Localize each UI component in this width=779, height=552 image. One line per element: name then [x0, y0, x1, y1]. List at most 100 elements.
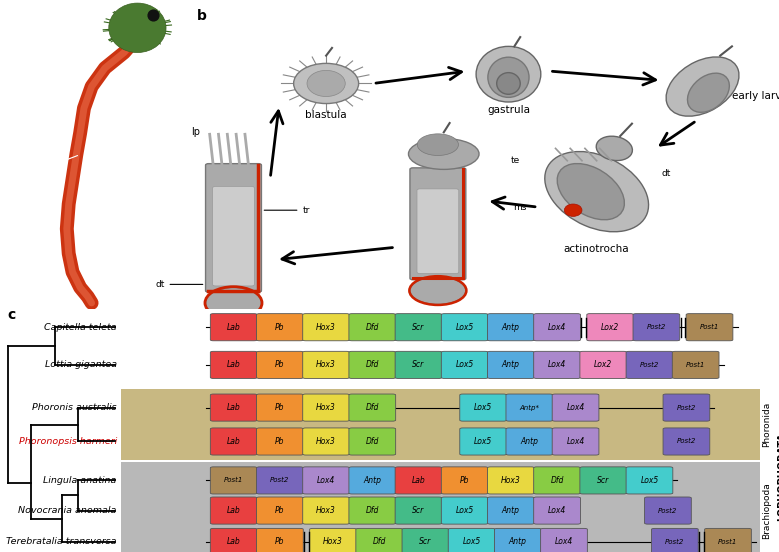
FancyBboxPatch shape [395, 314, 442, 341]
Text: adult: adult [220, 328, 247, 338]
Text: Lab: Lab [227, 538, 241, 546]
FancyBboxPatch shape [213, 187, 255, 286]
FancyBboxPatch shape [633, 314, 680, 341]
Text: Hox3: Hox3 [316, 323, 336, 332]
FancyBboxPatch shape [303, 351, 350, 379]
Ellipse shape [410, 277, 466, 305]
Text: Hox3: Hox3 [316, 506, 336, 515]
Ellipse shape [596, 136, 633, 161]
Text: Post2: Post2 [665, 539, 685, 545]
FancyBboxPatch shape [488, 351, 534, 379]
Ellipse shape [488, 57, 529, 97]
Text: Lox2: Lox2 [601, 323, 619, 332]
Text: early larva: early larva [732, 91, 779, 101]
Ellipse shape [557, 163, 625, 220]
Text: Hox3: Hox3 [501, 476, 520, 485]
Ellipse shape [476, 46, 541, 102]
Text: Lox2: Lox2 [594, 360, 612, 369]
FancyBboxPatch shape [256, 497, 303, 524]
Text: Phoronis australis: Phoronis australis [32, 403, 117, 412]
Text: Post1: Post1 [686, 362, 705, 368]
Text: Dfd: Dfd [551, 476, 564, 485]
Text: Post1: Post1 [718, 539, 738, 545]
Text: a: a [9, 9, 19, 23]
Text: Post2: Post2 [658, 507, 678, 513]
Text: actinotrocha: actinotrocha [564, 244, 629, 254]
Text: Scr: Scr [412, 506, 425, 515]
FancyBboxPatch shape [309, 528, 356, 552]
FancyBboxPatch shape [672, 351, 719, 379]
Text: Lox4: Lox4 [566, 437, 585, 446]
Text: Pb: Pb [275, 538, 284, 546]
Text: juvenile: juvenile [418, 315, 458, 325]
FancyBboxPatch shape [488, 497, 534, 524]
FancyBboxPatch shape [488, 467, 534, 494]
FancyBboxPatch shape [580, 351, 626, 379]
FancyBboxPatch shape [448, 528, 495, 552]
Ellipse shape [497, 73, 520, 94]
FancyBboxPatch shape [495, 528, 541, 552]
Ellipse shape [545, 152, 649, 232]
Text: dt: dt [661, 168, 671, 178]
Text: Capitella teleta: Capitella teleta [44, 323, 117, 332]
FancyBboxPatch shape [395, 497, 442, 524]
FancyBboxPatch shape [587, 314, 633, 341]
Text: ms: ms [513, 203, 526, 211]
Text: blastula: blastula [305, 110, 347, 120]
Text: Lox4: Lox4 [566, 403, 585, 412]
Text: Novocrania anomala: Novocrania anomala [19, 506, 117, 515]
Text: Dfd: Dfd [365, 403, 379, 412]
Text: Lox5: Lox5 [456, 506, 474, 515]
FancyBboxPatch shape [506, 394, 553, 421]
Text: Scr: Scr [412, 323, 425, 332]
Text: Lingula anatina: Lingula anatina [44, 476, 117, 485]
Text: Lox4: Lox4 [548, 506, 566, 515]
FancyBboxPatch shape [303, 497, 350, 524]
FancyBboxPatch shape [460, 428, 506, 455]
Text: Pb: Pb [275, 323, 284, 332]
Text: Scr: Scr [412, 360, 425, 369]
Text: Antp: Antp [502, 323, 520, 332]
Text: Post1: Post1 [700, 324, 719, 330]
FancyBboxPatch shape [580, 467, 626, 494]
FancyBboxPatch shape [534, 314, 580, 341]
Text: Phoronopsis harmeri: Phoronopsis harmeri [19, 437, 117, 446]
FancyBboxPatch shape [256, 428, 303, 455]
FancyBboxPatch shape [626, 467, 673, 494]
Text: Post2: Post2 [677, 405, 696, 411]
FancyBboxPatch shape [534, 351, 580, 379]
Text: Hox3: Hox3 [316, 360, 336, 369]
Text: Dfd: Dfd [365, 323, 379, 332]
Text: Lox5: Lox5 [456, 323, 474, 332]
Text: Post1: Post1 [224, 477, 243, 484]
FancyBboxPatch shape [256, 314, 303, 341]
Text: Lab: Lab [411, 476, 425, 485]
Text: Scr: Scr [597, 476, 609, 485]
FancyBboxPatch shape [441, 314, 488, 341]
Ellipse shape [408, 139, 479, 169]
FancyBboxPatch shape [441, 467, 488, 494]
Text: Lox5: Lox5 [463, 538, 481, 546]
FancyBboxPatch shape [210, 497, 257, 524]
Text: Antp: Antp [502, 506, 520, 515]
Text: tr: tr [302, 206, 310, 215]
Text: Antp: Antp [520, 437, 538, 446]
Text: Dfd: Dfd [372, 538, 386, 546]
FancyBboxPatch shape [663, 428, 710, 455]
FancyBboxPatch shape [303, 467, 350, 494]
FancyBboxPatch shape [534, 497, 580, 524]
FancyBboxPatch shape [349, 467, 396, 494]
FancyBboxPatch shape [541, 528, 587, 552]
FancyBboxPatch shape [552, 394, 599, 421]
FancyBboxPatch shape [686, 314, 733, 341]
FancyBboxPatch shape [506, 428, 553, 455]
Text: Lab: Lab [227, 403, 241, 412]
FancyBboxPatch shape [349, 314, 396, 341]
Text: Lox4: Lox4 [548, 323, 566, 332]
Text: Hox3: Hox3 [323, 538, 343, 546]
Text: Dfd: Dfd [365, 437, 379, 446]
Text: Dfd: Dfd [365, 360, 379, 369]
Text: dt: dt [155, 280, 164, 289]
FancyBboxPatch shape [534, 467, 580, 494]
FancyBboxPatch shape [210, 528, 257, 552]
